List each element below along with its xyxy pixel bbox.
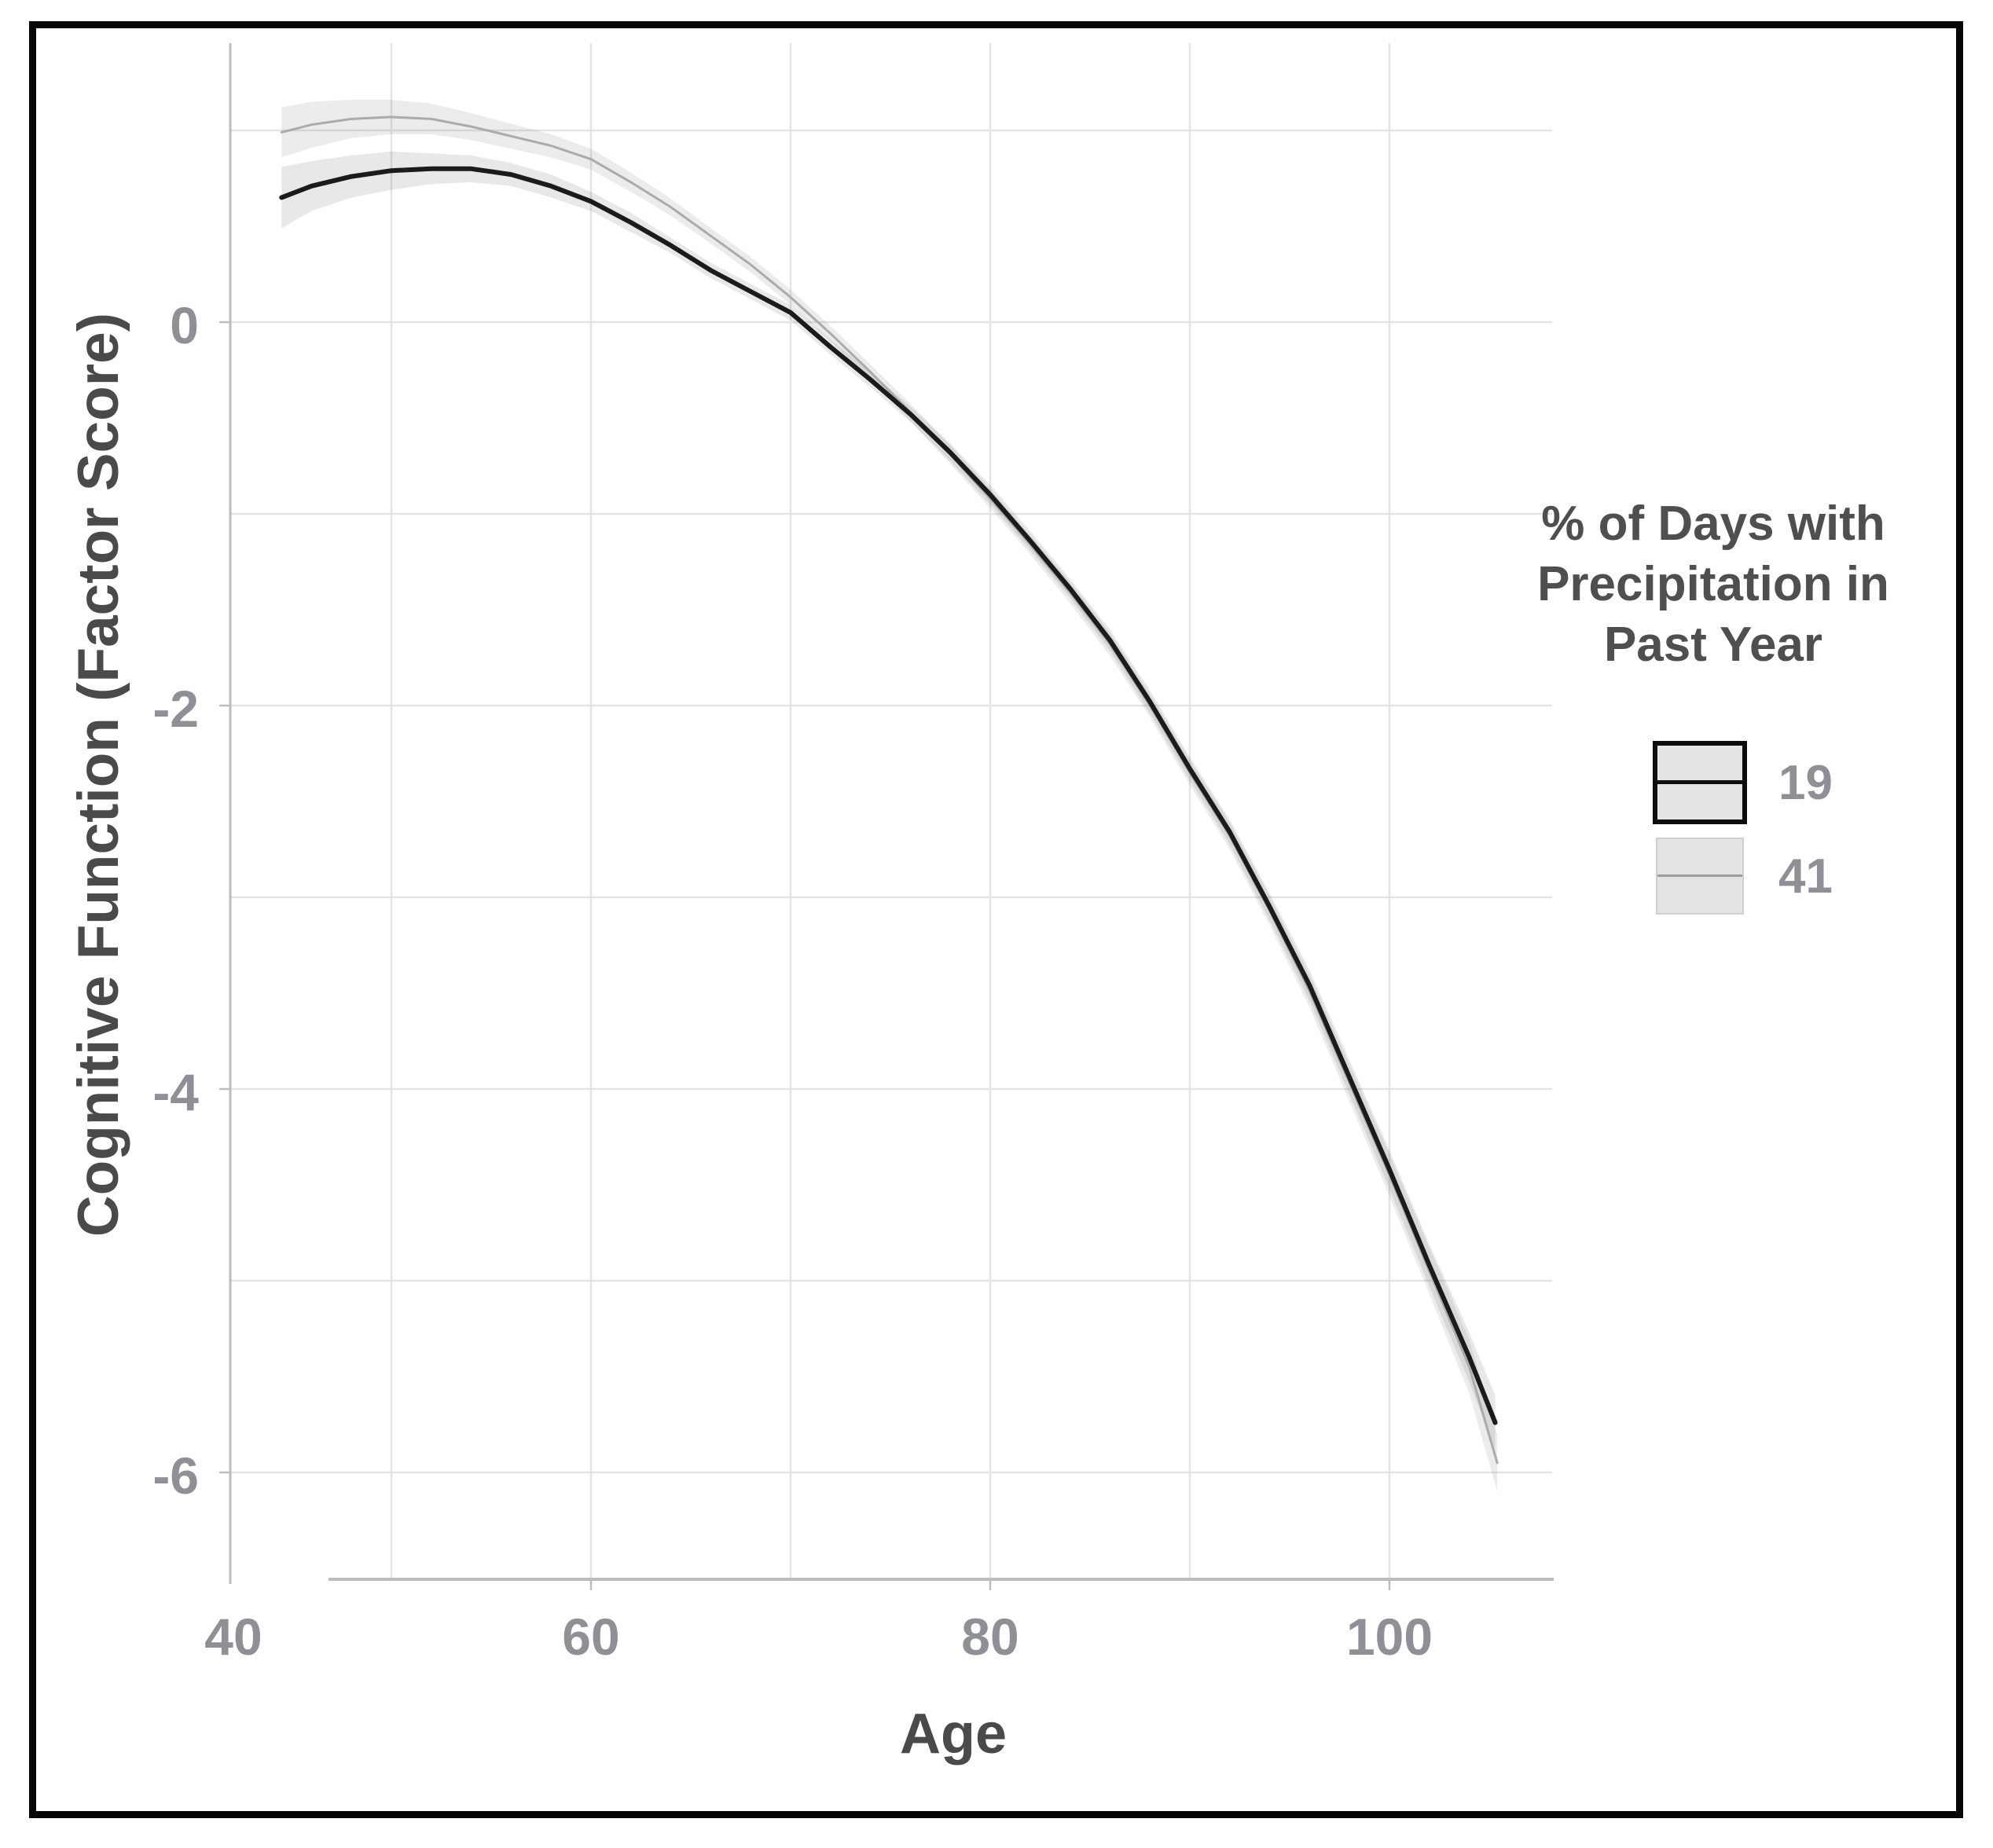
y-axis-title: Cognitive Function (Factor Score) bbox=[67, 312, 130, 1238]
y-tick-label: -6 bbox=[152, 1446, 199, 1505]
legend-item-19: 19 bbox=[1509, 741, 1918, 824]
y-tick-label: -4 bbox=[152, 1063, 199, 1121]
legend-item-41: 41 bbox=[1509, 834, 1918, 918]
legend-label: 19 bbox=[1778, 755, 1833, 810]
legend-swatch-line-icon bbox=[1657, 874, 1742, 877]
y-tick-label: -2 bbox=[152, 680, 199, 738]
x-tick-label: 40 bbox=[204, 1608, 262, 1666]
legend-swatch-41-icon bbox=[1656, 838, 1744, 915]
legend-swatch-line-icon bbox=[1657, 780, 1742, 784]
figure-frame bbox=[29, 21, 1963, 1818]
series-line-19 bbox=[279, 166, 1498, 1425]
legend-title-line: Precipitation in bbox=[1537, 557, 1889, 611]
legend: % of Days with Precipitation in Past Yea… bbox=[1509, 493, 1918, 918]
legend-swatch-19-icon bbox=[1653, 741, 1747, 824]
x-tick-label: 80 bbox=[961, 1608, 1019, 1666]
x-tick-label: 100 bbox=[1346, 1608, 1433, 1666]
legend-title: % of Days with Precipitation in Past Yea… bbox=[1509, 493, 1918, 675]
confidence-band-41 bbox=[281, 100, 1498, 1492]
series-line-41 bbox=[280, 116, 1499, 1465]
legend-title-line: Past Year bbox=[1603, 618, 1823, 672]
legend-label: 41 bbox=[1778, 849, 1833, 904]
confidence-band-19 bbox=[281, 151, 1496, 1450]
legend-title-line: % of Days with bbox=[1541, 497, 1885, 551]
y-tick-label: 0 bbox=[170, 296, 199, 354]
x-tick-label: 60 bbox=[562, 1608, 619, 1666]
legend-items: 19 41 bbox=[1509, 741, 1918, 918]
x-axis-title: Age bbox=[899, 1703, 1008, 1766]
